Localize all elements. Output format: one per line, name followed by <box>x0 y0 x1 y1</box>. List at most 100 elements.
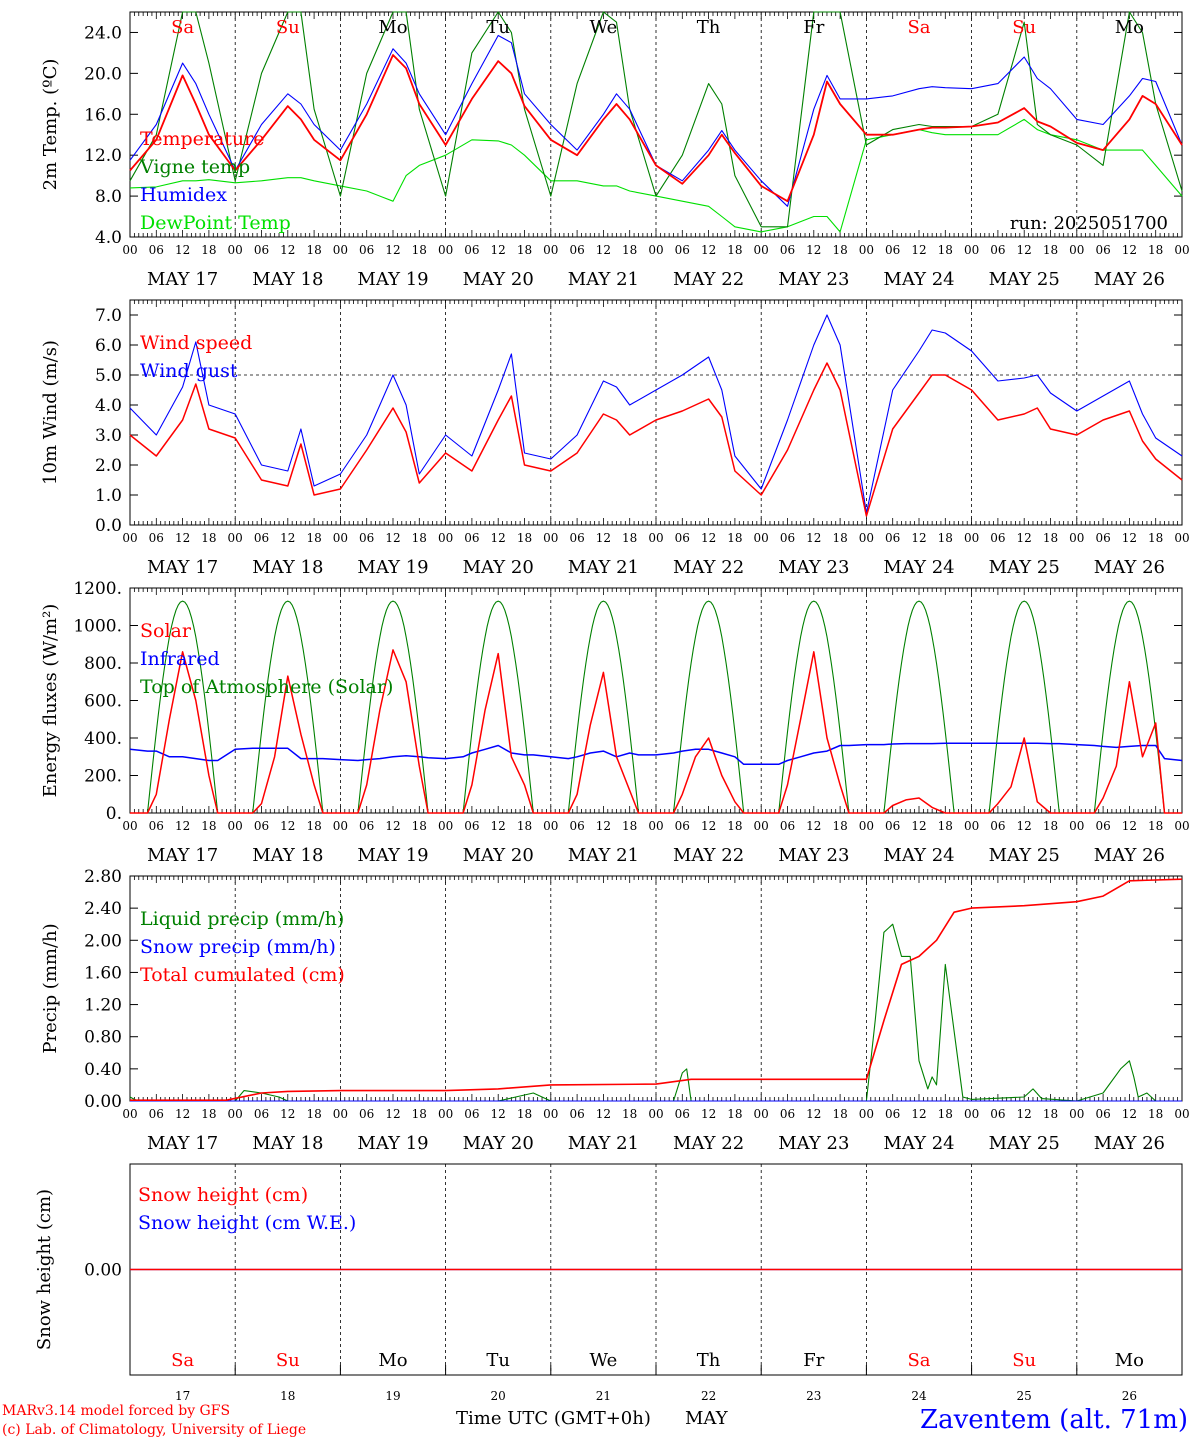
hour-tick-label: 12 <box>1122 243 1137 257</box>
day-number-label: 20 <box>491 1389 506 1403</box>
hour-tick-label: 06 <box>1095 531 1110 545</box>
date-label: MAY 26 <box>1094 845 1165 866</box>
date-label: MAY 17 <box>147 269 218 290</box>
hour-tick-label: 00 <box>1174 531 1189 545</box>
hour-tick-label: 00 <box>333 819 348 833</box>
hour-tick-label: 06 <box>569 243 584 257</box>
hour-tick-label: 18 <box>412 243 427 257</box>
credit-line-1: MARv3.14 model forced by GFS <box>2 1403 230 1419</box>
day-number-label: 18 <box>280 1389 295 1403</box>
hour-tick-label: 06 <box>359 819 374 833</box>
hour-tick-label: 12 <box>1017 243 1032 257</box>
date-label: MAY 22 <box>673 557 744 578</box>
hour-tick-label: 06 <box>885 243 900 257</box>
run-annotation: run: 2025051700 <box>1010 213 1168 234</box>
date-label: MAY 17 <box>147 1133 218 1154</box>
hour-tick-label: 06 <box>149 819 164 833</box>
hour-tick-label: 18 <box>727 819 742 833</box>
day-number-label: 19 <box>385 1389 400 1403</box>
hour-tick-label: 18 <box>306 819 321 833</box>
hour-tick-label: 06 <box>675 243 690 257</box>
y-axis-label: Energy fluxes (W/m²) <box>40 604 61 798</box>
y-tick-label: 0.00 <box>84 1261 122 1281</box>
hour-tick-label: 18 <box>412 1107 427 1121</box>
hour-tick-label: 12 <box>596 819 611 833</box>
hour-tick-label: 18 <box>1043 243 1058 257</box>
date-label: MAY 22 <box>673 1133 744 1154</box>
hour-tick-label: 00 <box>122 531 137 545</box>
hour-tick-label: 00 <box>859 819 874 833</box>
y-tick-label: 0.00 <box>84 1092 122 1112</box>
date-label: MAY 25 <box>989 557 1060 578</box>
hour-tick-label: 18 <box>306 1107 321 1121</box>
footer: MARv3.14 model forced by GFS (c) Lab. of… <box>2 1403 1188 1438</box>
weekday-label: Fr <box>803 1350 824 1371</box>
y-tick-label: 800. <box>84 654 122 674</box>
hour-tick-label: 18 <box>201 1107 216 1121</box>
y-tick-label: 1.20 <box>84 996 122 1016</box>
date-label: MAY 18 <box>252 269 323 290</box>
hour-tick-label: 18 <box>1043 531 1058 545</box>
y-tick-label: 1.0 <box>95 486 122 506</box>
hour-tick-label: 06 <box>569 1107 584 1121</box>
weekday-label: We <box>590 17 618 38</box>
hour-tick-label: 18 <box>517 531 532 545</box>
y-tick-label: 1200. <box>73 579 122 599</box>
hour-tick-label: 06 <box>990 243 1005 257</box>
y-axis-label: Precip (mm/h) <box>40 923 61 1053</box>
y-tick-label: 8.0 <box>95 187 122 207</box>
legend-item: DewPoint Temp <box>140 212 291 234</box>
hour-tick-label: 12 <box>596 243 611 257</box>
hour-tick-label: 12 <box>280 243 295 257</box>
legend-item: Snow height (cm W.E.) <box>138 1212 356 1234</box>
hour-tick-label: 00 <box>1174 1107 1189 1121</box>
hour-tick-label: 18 <box>201 243 216 257</box>
y-axis-label: 2m Temp. (ºC) <box>40 59 61 191</box>
plot-frame <box>129 11 1183 238</box>
hour-tick-label: 06 <box>1095 819 1110 833</box>
y-tick-label: 1000. <box>73 617 122 637</box>
temperature-panel: 4.0 8.0 12.0 16.0 20.0 24.0 2m Temp. (ºC) Sa Su M… <box>40 11 1190 290</box>
hour-tick-label: 12 <box>701 531 716 545</box>
hour-tick-label: 06 <box>990 819 1005 833</box>
hour-tick-label: 12 <box>806 819 821 833</box>
hour-tick-label: 12 <box>175 531 190 545</box>
legend-item: Top of Atmosphere (Solar) <box>140 676 393 698</box>
hour-tick-label: 12 <box>280 1107 295 1121</box>
precip-panel: 0.00 0.40 0.80 1.20 1.60 2.00 2.40 2.80 Precip (… <box>40 867 1190 1154</box>
hour-tick-label: 06 <box>780 243 795 257</box>
y-tick-label: 400. <box>84 729 122 749</box>
hour-tick-label: 12 <box>385 531 400 545</box>
date-label: MAY 20 <box>463 1133 534 1154</box>
day-number-label: 17 <box>175 1389 190 1403</box>
hour-tick-label: 00 <box>1174 819 1189 833</box>
date-label: MAY 23 <box>778 845 849 866</box>
date-label: MAY 24 <box>883 1133 954 1154</box>
hour-tick-label: 12 <box>911 243 926 257</box>
hour-tick-label: 12 <box>175 243 190 257</box>
hour-tick-label: 12 <box>491 243 506 257</box>
y-tick-label: 6.0 <box>95 336 122 356</box>
hour-tick-label: 00 <box>122 243 137 257</box>
wind-panel: 0.0 1.0 2.0 3.0 4.0 5.0 6.0 7.0 10m Wind (m/s) Wi… <box>40 299 1190 578</box>
date-label: MAY 23 <box>778 557 849 578</box>
hour-tick-label: 00 <box>964 819 979 833</box>
date-label: MAY 20 <box>463 269 534 290</box>
weekday-label: Th <box>697 17 721 38</box>
hour-tick-label: 18 <box>201 531 216 545</box>
hour-tick-label: 00 <box>438 243 453 257</box>
y-tick-label: 2.40 <box>84 899 122 919</box>
date-label: MAY 23 <box>778 1133 849 1154</box>
hour-tick-label: 06 <box>885 819 900 833</box>
credit-line-2: (c) Lab. of Climatology, University of L… <box>2 1422 306 1438</box>
hour-tick-label: 18 <box>517 1107 532 1121</box>
weekday-label: Mo <box>378 1350 407 1371</box>
hour-tick-label: 00 <box>754 819 769 833</box>
legend-item: Temperature <box>140 128 264 150</box>
hour-tick-label: 18 <box>517 819 532 833</box>
y-tick-label: 1.60 <box>84 963 122 983</box>
hour-tick-label: 06 <box>359 531 374 545</box>
legend-item: Snow precip (mm/h) <box>140 936 336 958</box>
hour-tick-label: 12 <box>911 531 926 545</box>
date-label: MAY 25 <box>989 845 1060 866</box>
